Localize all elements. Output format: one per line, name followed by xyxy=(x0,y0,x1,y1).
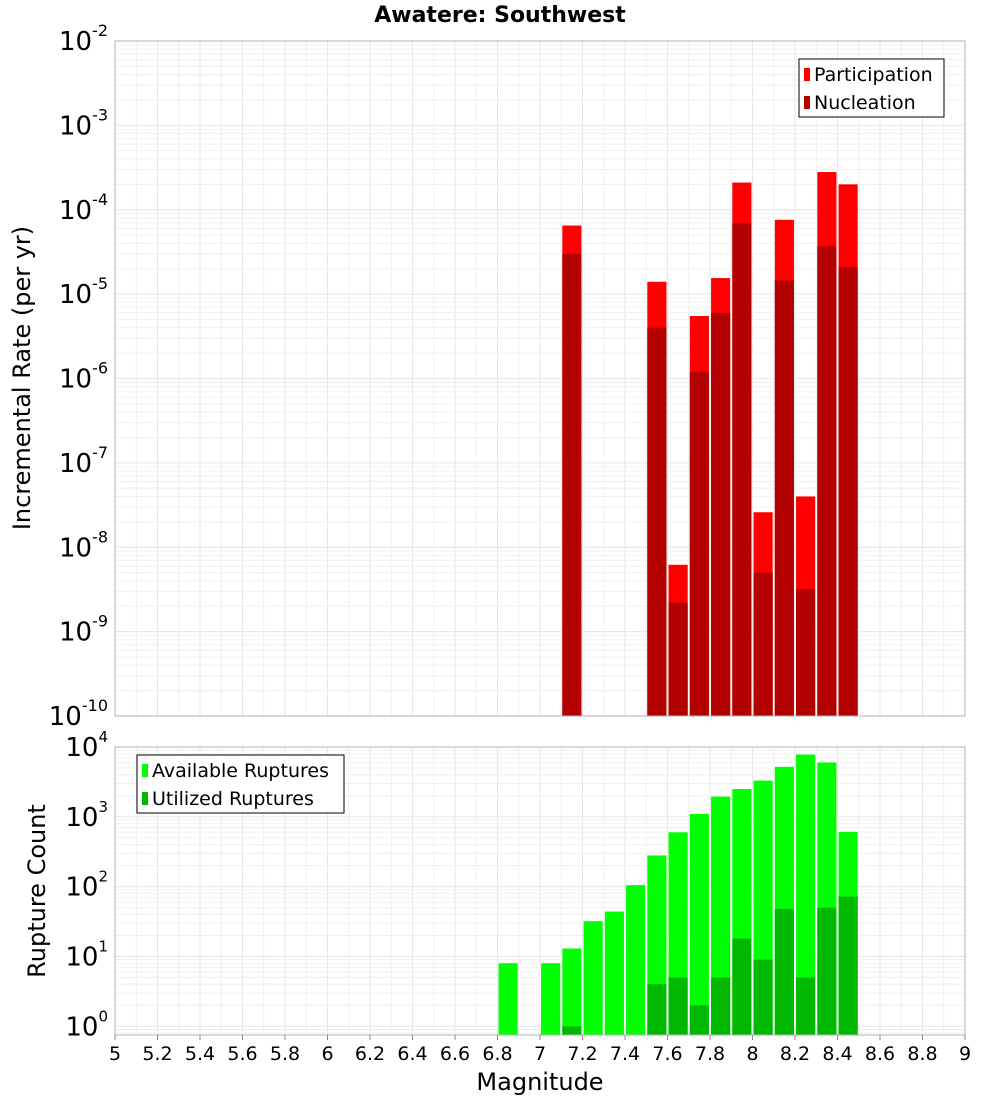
y-tick-label: 103 xyxy=(65,798,108,833)
x-tick-label: 6.6 xyxy=(440,1043,470,1065)
x-tick-label: 8.8 xyxy=(907,1043,937,1065)
y-tick-label: 10-2 xyxy=(59,21,108,57)
bar xyxy=(732,222,752,716)
x-tick-label: 6.4 xyxy=(397,1043,427,1065)
bar xyxy=(817,907,837,1035)
x-tick-label: 8.4 xyxy=(822,1043,852,1065)
bar xyxy=(647,984,667,1035)
y-tick-label: 10-8 xyxy=(59,527,108,563)
bar xyxy=(711,977,731,1035)
bar xyxy=(838,896,858,1035)
y-tick-label: 100 xyxy=(65,1007,108,1042)
x-tick-label: 5 xyxy=(109,1043,121,1065)
x-axis: 5 5.2 5.4 5.6 5.8 6 6.2 6.4 6.6 6.8 7 7.2 7.4 7.6 7.8 8… xyxy=(109,1035,971,1065)
x-tick-label: 7.2 xyxy=(567,1043,597,1065)
legend: Available Ruptures Utilized Ruptures xyxy=(136,754,345,814)
legend-label: Nucleation xyxy=(814,92,916,114)
legend-label: Participation xyxy=(814,64,933,86)
bar xyxy=(689,1005,709,1035)
legend-swatch xyxy=(142,764,148,777)
bar xyxy=(753,572,773,716)
series-nucleation xyxy=(562,222,858,716)
bar xyxy=(562,948,582,1035)
chart-title: Awatere: Southwest xyxy=(374,3,626,28)
bar xyxy=(498,963,518,1035)
legend-swatch xyxy=(804,68,810,81)
legend-swatch xyxy=(142,792,148,805)
bar xyxy=(583,921,603,1035)
x-tick-label: 8.2 xyxy=(780,1043,810,1065)
bar xyxy=(689,371,709,716)
x-tick-label: 9 xyxy=(959,1043,971,1065)
bar xyxy=(732,938,752,1035)
bar xyxy=(796,754,816,1035)
y-tick-label: 10-6 xyxy=(59,359,108,395)
bar xyxy=(626,885,646,1035)
x-tick-label: 5.4 xyxy=(185,1043,215,1065)
x-tick-label: 8.6 xyxy=(865,1043,895,1065)
series-utilized-ruptures xyxy=(562,896,858,1035)
bar xyxy=(668,977,688,1035)
bar xyxy=(541,963,561,1035)
bar xyxy=(668,602,688,716)
x-axis-title: Magnitude xyxy=(476,1068,603,1096)
bar xyxy=(711,312,731,716)
x-tick-label: 7.4 xyxy=(610,1043,640,1065)
bar xyxy=(711,796,731,1035)
bar xyxy=(774,908,794,1035)
y-tick-label: 10-4 xyxy=(59,190,108,226)
grid xyxy=(114,40,966,717)
bar xyxy=(562,253,582,716)
x-tick-label: 5.8 xyxy=(270,1043,300,1065)
x-tick-label: 6.8 xyxy=(482,1043,512,1065)
y-axis-title: Incremental Rate (per yr) xyxy=(8,226,36,530)
x-tick-label: 6 xyxy=(321,1043,333,1065)
x-tick-label: 5.2 xyxy=(142,1043,172,1065)
y-tick-label: 10-7 xyxy=(59,443,108,479)
bar xyxy=(689,813,709,1035)
bar xyxy=(838,266,858,716)
legend: Participation Nucleation xyxy=(798,58,945,118)
y-tick-label: 10-5 xyxy=(59,274,108,310)
y-tick-label: 101 xyxy=(65,937,108,972)
x-tick-label: 8 xyxy=(746,1043,758,1065)
bar xyxy=(647,327,667,716)
x-tick-label: 7.6 xyxy=(652,1043,682,1065)
bar xyxy=(753,959,773,1035)
y-tick-label: 104 xyxy=(65,728,108,763)
legend-label: Available Ruptures xyxy=(152,760,329,782)
rate-panel: 10-10 10-9 10-8 10-7 10-6 10-5 10-4 10-3 10-2 Inc… xyxy=(8,21,966,732)
y-tick-label: 102 xyxy=(65,868,108,903)
plot-area xyxy=(114,40,966,717)
y-tick-label: 10-9 xyxy=(59,612,108,648)
bar xyxy=(796,589,816,716)
bar xyxy=(562,1026,582,1035)
x-tick-label: 7 xyxy=(534,1043,546,1065)
count-panel: 100 101 102 103 104 Rupture Count Available Ru… xyxy=(23,728,966,1042)
legend-swatch xyxy=(804,96,810,109)
y-axis-title: Rupture Count xyxy=(23,804,51,978)
x-tick-label: 5.6 xyxy=(227,1043,257,1065)
y-tick-label: 10-10 xyxy=(49,696,108,732)
x-tick-label: 7.8 xyxy=(695,1043,725,1065)
bar xyxy=(817,246,837,716)
legend-label: Utilized Ruptures xyxy=(152,788,314,810)
bar xyxy=(774,280,794,716)
x-tick-label: 6.2 xyxy=(355,1043,385,1065)
y-tick-label: 10-3 xyxy=(59,105,108,141)
bar xyxy=(604,911,624,1035)
bar xyxy=(796,977,816,1035)
